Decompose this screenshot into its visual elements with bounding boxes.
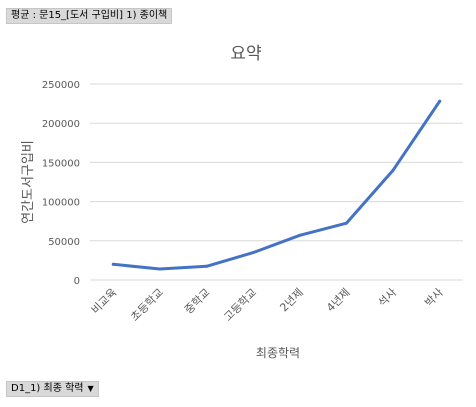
x-tick-label: 박사 [422,286,446,310]
y-tick-label: 50000 [48,237,80,248]
y-axis-label: 연간도서구입비 [21,140,36,224]
chart-title: 요약 [230,44,261,64]
x-tick-label: 고등학교 [221,286,259,324]
y-tick-label: 250000 [42,80,80,91]
dropdown-arrow-icon[interactable]: ▼ [87,384,94,393]
data-point [344,221,348,225]
data-point [158,267,162,271]
axis-field-label: D1_1) 최종 학력 [11,383,84,394]
x-tick-label: 초등학교 [128,286,166,324]
data-point [391,168,395,172]
y-tick-label: 0 [74,276,80,287]
data-point [438,99,442,103]
axis-field-button[interactable]: D1_1) 최종 학력 ▼ [6,381,99,397]
data-point [298,233,302,237]
value-field-button[interactable]: 평균 : 문15_[도서 구입비] 1) 종이책 [6,8,173,24]
x-axis-tick-labels: 비교육 초등학교 중학교 고등학교 2년제 4년제 석사 박사 [89,286,446,324]
gridlines [90,83,463,281]
x-axis-label: 최종학력 [256,346,300,360]
value-field-label: 평균 : 문15_[도서 구입비] 1) 종이책 [11,10,168,21]
series-line-0 [111,99,442,271]
x-tick-label: 중학교 [182,286,213,317]
data-point [205,264,209,268]
x-tick-label: 2년제 [277,286,305,314]
data-point [111,262,115,266]
y-tick-label: 200000 [42,119,80,130]
y-tick-label: 150000 [42,158,80,169]
series-group [111,99,442,271]
data-point [251,251,255,255]
y-axis-tick-labels: 0 50000 100000 150000 200000 250000 [42,80,80,287]
x-tick-label: 4년제 [324,286,352,314]
x-tick-label: 비교육 [89,286,120,317]
y-tick-label: 100000 [42,198,80,209]
x-tick-label: 석사 [376,286,400,310]
